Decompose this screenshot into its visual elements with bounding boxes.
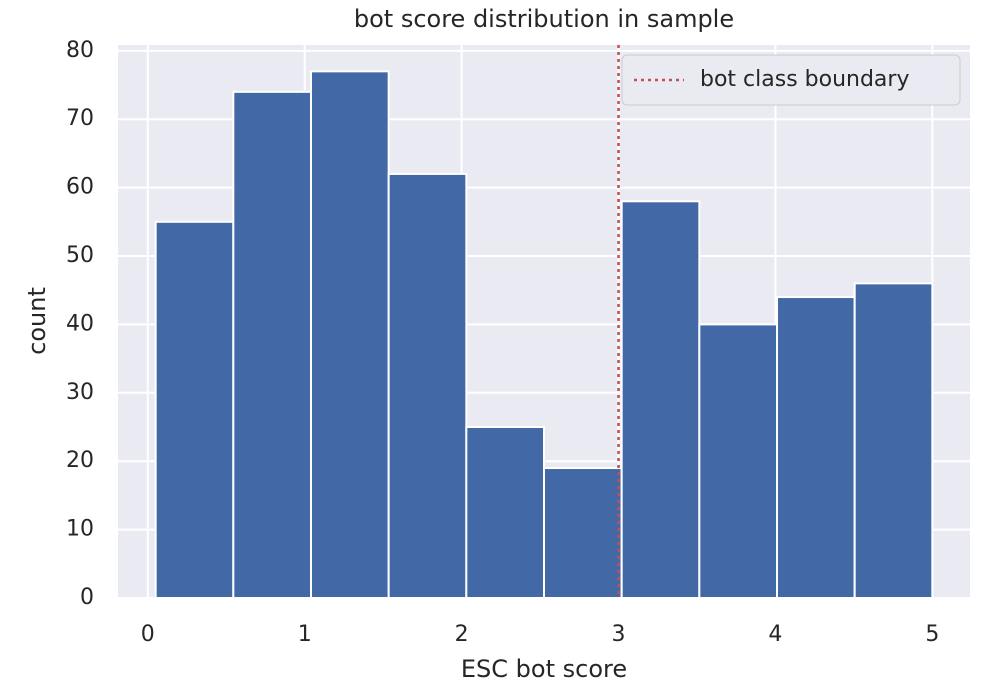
x-tick-label: 5 <box>925 622 939 647</box>
bar <box>309 70 390 600</box>
y-tick-label: 80 <box>66 38 94 63</box>
bar <box>776 296 856 599</box>
bar <box>232 90 312 599</box>
y-tick-label: 60 <box>66 175 94 200</box>
y-tick-label: 30 <box>66 380 94 405</box>
x-tick-label: 3 <box>612 622 626 647</box>
bar <box>543 467 623 600</box>
legend-box <box>621 54 961 106</box>
x-axis-label: ESC bot score <box>461 655 627 683</box>
x-tick-label: 1 <box>298 622 312 647</box>
y-tick-label: 10 <box>66 517 94 542</box>
chart-title: bot score distribution in sample <box>354 5 734 33</box>
x-tick-label: 0 <box>141 622 155 647</box>
y-tick-label: 0 <box>80 585 94 610</box>
y-axis-label: count <box>23 287 51 355</box>
bar <box>387 172 468 600</box>
bar <box>853 282 934 599</box>
x-tick-label: 4 <box>768 622 782 647</box>
bar <box>154 220 235 600</box>
y-tick-label: 20 <box>66 448 94 473</box>
legend-label: bot class boundary <box>700 67 909 92</box>
bar <box>465 426 545 599</box>
y-tick-label: 70 <box>66 106 94 131</box>
bar <box>698 323 779 599</box>
x-tick-label: 2 <box>455 622 469 647</box>
y-tick-label: 40 <box>66 311 94 336</box>
y-tick-label: 50 <box>66 243 94 268</box>
bar <box>620 200 701 599</box>
